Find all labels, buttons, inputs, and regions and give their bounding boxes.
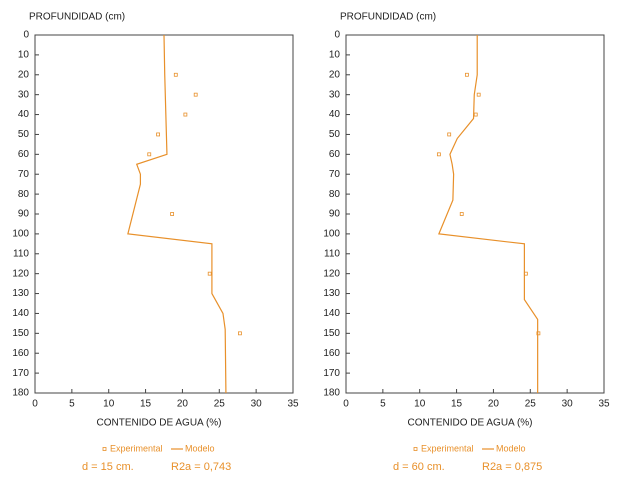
y-tick-label: 150 [12,328,29,339]
y-tick-label: 130 [323,288,340,299]
x-axis-title: CONTENIDO DE AGUA (%) [407,418,532,429]
data-point [464,72,469,77]
caption: R2a = 0,875 [482,461,542,473]
y-tick-label: 140 [12,308,29,319]
y-tick-label: 40 [329,109,341,120]
y-tick-label: 100 [12,229,29,240]
y-tick-label: 0 [23,30,29,41]
legend-label: Modelo [185,443,215,453]
y-tick-label: 90 [329,209,341,220]
y-tick-label: 110 [13,248,29,259]
data-point [447,132,452,137]
x-tick-label: 30 [251,399,263,410]
y-tick-label: 180 [323,388,340,399]
y-tick-label: 50 [329,129,341,140]
y-tick-label: 170 [12,368,29,379]
x-tick-label: 15 [451,399,463,410]
chart: PROFUNDIDAD (cm)010203040506070809010011… [323,12,610,473]
caption: d = 60 cm. [393,461,445,473]
y-axis-title: PROFUNDIDAD (cm) [29,12,125,23]
data-point [536,331,541,336]
x-tick-label: 5 [69,399,75,410]
legend-label: Experimental [421,443,474,453]
data-point [173,72,178,77]
y-tick-label: 170 [323,368,340,379]
data-point [170,212,175,216]
y-tick-label: 10 [329,50,341,61]
data-point [238,331,242,336]
data-point [193,92,198,97]
data-point [476,92,481,97]
legend-label: Experimental [110,443,163,453]
x-tick-label: 35 [598,399,610,410]
x-tick-label: 5 [380,399,386,410]
y-tick-label: 120 [12,268,29,279]
data-point [436,152,441,157]
x-tick-label: 25 [214,399,226,410]
data-point [207,271,212,276]
data-point [473,112,478,117]
caption: d = 15 cm. [82,461,134,473]
y-tick-label: 110 [324,248,340,259]
data-point [156,132,161,137]
y-tick-label: 60 [18,149,30,160]
y-tick-label: 20 [329,69,341,80]
y-tick-label: 130 [12,288,29,299]
data-point [459,212,464,216]
legend-label: Modelo [496,443,526,453]
x-tick-label: 30 [562,399,574,410]
legend-marker [102,447,107,451]
y-tick-label: 120 [323,268,340,279]
y-tick-label: 20 [18,69,30,80]
y-tick-label: 180 [12,388,29,399]
chart: PROFUNDIDAD (cm)010203040506070809010011… [12,12,299,473]
x-tick-label: 0 [32,399,38,410]
y-tick-label: 90 [18,209,30,220]
y-tick-label: 0 [334,30,340,41]
y-tick-label: 70 [18,169,30,180]
y-tick-label: 30 [329,89,341,100]
x-tick-label: 25 [525,399,537,410]
data-point [147,152,152,157]
x-tick-label: 20 [488,399,500,410]
data-point [183,112,188,117]
x-tick-label: 35 [287,399,299,410]
model-line [127,34,227,394]
model-line [438,35,539,393]
legend-marker [413,447,418,451]
y-tick-label: 10 [18,50,30,61]
y-tick-label: 80 [18,189,30,200]
x-axis-title: CONTENIDO DE AGUA (%) [96,418,221,429]
x-tick-label: 15 [140,399,152,410]
y-tick-label: 150 [323,328,340,339]
x-tick-label: 10 [414,399,426,410]
y-tick-label: 100 [323,229,340,240]
y-tick-label: 140 [323,308,340,319]
y-tick-label: 30 [18,89,30,100]
y-tick-label: 70 [329,169,341,180]
x-tick-label: 20 [177,399,189,410]
y-tick-label: 160 [323,348,340,359]
y-tick-label: 80 [329,189,341,200]
x-tick-label: 0 [343,399,349,410]
y-axis-title: PROFUNDIDAD (cm) [340,12,436,23]
y-tick-label: 50 [18,129,30,140]
y-tick-label: 40 [18,109,30,120]
y-tick-label: 60 [329,149,341,160]
x-tick-label: 10 [103,399,115,410]
caption: R2a = 0,743 [171,461,231,473]
y-tick-label: 160 [12,348,29,359]
plot-frame [34,34,294,394]
